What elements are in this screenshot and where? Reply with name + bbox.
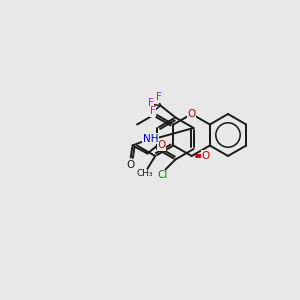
Text: Cl: Cl	[157, 170, 168, 181]
Text: O: O	[188, 109, 196, 119]
Text: NH: NH	[143, 134, 158, 143]
Text: F: F	[156, 92, 161, 103]
Text: O: O	[126, 160, 135, 170]
Text: O: O	[202, 151, 210, 161]
Text: F: F	[150, 106, 155, 116]
Text: CH₃: CH₃	[137, 169, 154, 178]
Text: O: O	[157, 140, 166, 151]
Text: F: F	[148, 98, 153, 109]
